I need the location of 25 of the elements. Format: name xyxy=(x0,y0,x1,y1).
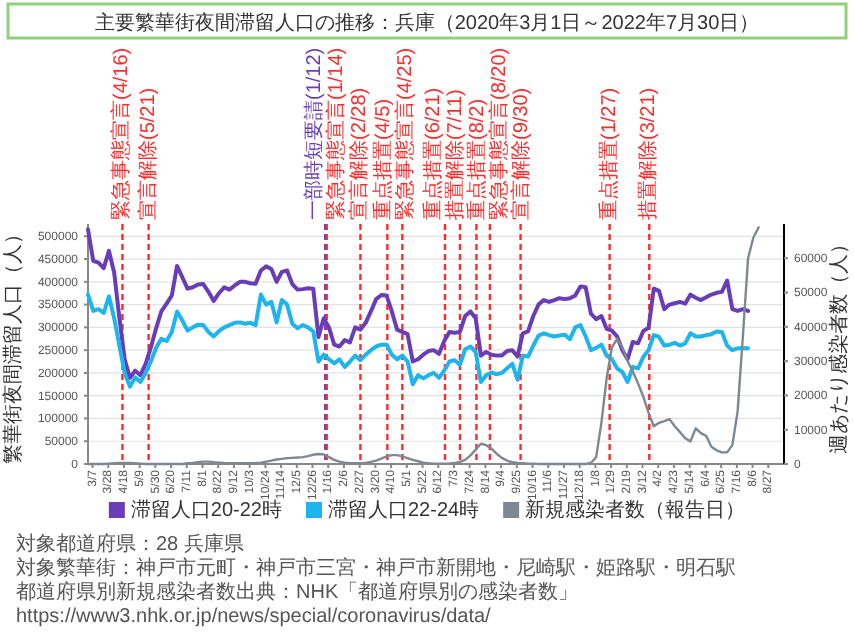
ref-line-label: 緊急事態宣言(4/25) xyxy=(392,47,417,220)
ref-line-label: 宣言解除(2/28) xyxy=(347,87,372,220)
ref-line-label: 措置解除(7/11) xyxy=(443,89,468,220)
chart-title: 主要繁華街夜間滞留人口の推移：兵庫（2020年3月1日～2022年7月30日） xyxy=(94,11,760,35)
text: 対象繁華街：神戸市元町・神戸市三宮・神戸市新開地・尼崎駅・姫路駅・明石駅 xyxy=(16,556,736,580)
legend-label: 滞留人口20-22時 xyxy=(130,498,282,522)
ref-line-label: 宣言解除(5/21) xyxy=(135,87,160,220)
ref-line-label: 宣言解除(9/30) xyxy=(509,87,534,220)
text: https://www3.nhk.or.jp/news/special/coronavirus/data/ xyxy=(16,606,492,628)
ref-line-label: 緊急事態宣言(4/16) xyxy=(109,47,134,220)
ref-line-label: 緊急事態宣言(8/20) xyxy=(487,47,512,220)
legend-label: 滞留人口22-24時 xyxy=(328,498,480,522)
ref-line-label: 措置解除(3/21) xyxy=(636,87,661,220)
ref-line-label: 重点措置(1/27) xyxy=(596,87,621,220)
y2-axis-title: 週あたり感染者数（人） xyxy=(827,234,852,454)
legend-label: 新規感染者数（報告日） xyxy=(525,498,746,522)
ref-line-label: 緊急事態宣言(1/14) xyxy=(323,47,348,220)
text: 対象都道府県：28 兵庫県 xyxy=(16,532,244,556)
text: 都道府県別新規感染者数出典：NHK「都道府県別の感染者数」 xyxy=(16,580,579,604)
ref-line-label: 重点措置(8/2) xyxy=(465,98,490,220)
y-axis-title: 繁華街夜間滞留人口（人） xyxy=(1,224,26,464)
ref-line-label: 重点措置(4/5) xyxy=(370,98,395,220)
line-series xyxy=(86,292,751,389)
ref-line-label: 重点措置(6/21) xyxy=(421,87,446,220)
ref-line-label: 一部時短要請(1/12) xyxy=(301,47,326,220)
